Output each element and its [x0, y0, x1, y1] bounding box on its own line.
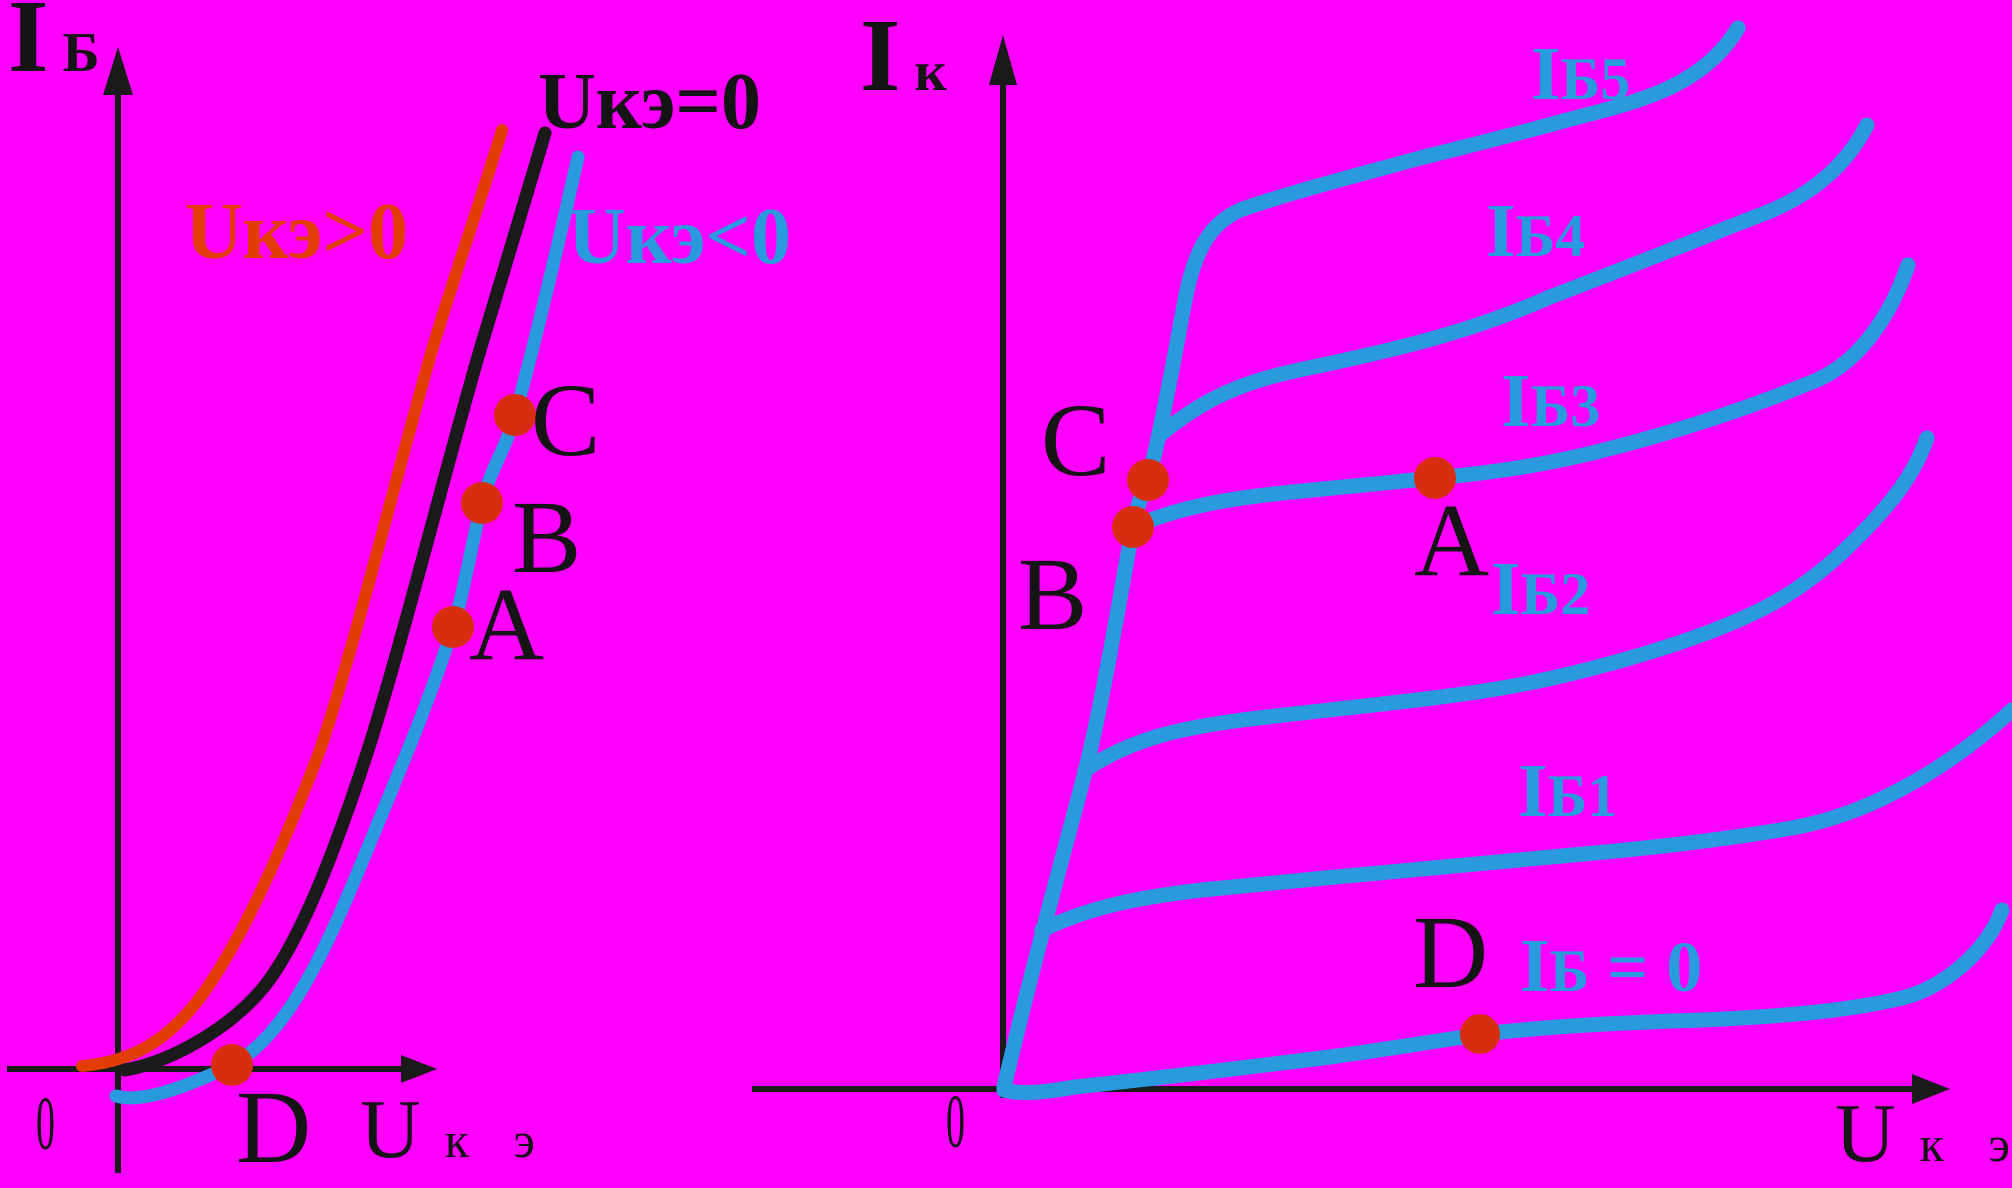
label-ib1: IБ1 — [1518, 753, 1617, 829]
label-ib0-main: I — [1520, 924, 1550, 1008]
right-y-axis-arrow-icon — [989, 35, 1017, 85]
label-ib2-main: I — [1491, 547, 1521, 631]
point-label-a-right: A — [1414, 483, 1490, 598]
curve-ib3 — [1125, 257, 1916, 535]
label-ib2: IБ2 — [1491, 551, 1590, 627]
curve-ib0 — [996, 902, 2010, 1101]
left-x-axis-label-main: U — [360, 1083, 421, 1176]
right-output-characteristics-plot — [752, 20, 2012, 1104]
label-ib3: IБ3 — [1501, 363, 1600, 439]
label-uke-lt0: Uкэ<0 — [568, 193, 791, 281]
label-ib4-main: I — [1486, 189, 1516, 273]
point-marker-a-left — [432, 606, 474, 648]
point-marker-d-left — [211, 1044, 253, 1086]
right-y-axis-label-main: I — [860, 0, 901, 113]
label-ib3-sub: Б3 — [1530, 373, 1601, 439]
point-marker-a-right — [1414, 457, 1456, 499]
label-ib2-sub: Б2 — [1520, 561, 1591, 627]
point-marker-b-left — [461, 482, 503, 524]
right-origin-label: 0 — [946, 1080, 965, 1164]
label-ib3-main: I — [1501, 359, 1531, 443]
left-x-axis-label-sub: к э — [444, 1112, 551, 1168]
right-y-axis-label-sub: к — [914, 41, 947, 103]
curve-uke-eq0 — [118, 126, 552, 1077]
label-ib4: IБ4 — [1486, 193, 1585, 269]
label-ib0-rest: = 0 — [1589, 927, 1703, 1007]
point-marker-c-right — [1127, 459, 1169, 501]
curve-ib2 — [1077, 430, 1935, 778]
label-uke-eq0: Uкэ=0 — [538, 58, 761, 146]
left-origin-label: 0 — [36, 1082, 55, 1166]
point-label-a-left: A — [469, 567, 545, 682]
left-input-characteristics-plot — [7, 47, 585, 1173]
point-label-b-left: B — [512, 480, 582, 595]
label-ib1-main: I — [1518, 749, 1548, 833]
label-ib4-sub: Б4 — [1515, 203, 1586, 269]
label-ib1-sub: Б1 — [1547, 763, 1618, 829]
left-y-axis-arrow-icon — [103, 47, 133, 95]
right-x-axis-label: Uк э — [1835, 1092, 2012, 1176]
point-marker-b-right — [1112, 506, 1154, 548]
curve-ib4 — [1152, 117, 1875, 443]
point-marker-d-right — [1460, 1014, 1500, 1054]
point-label-b-right: B — [1018, 537, 1088, 652]
right-x-axis-label-sub: к э — [1919, 1116, 2010, 1172]
point-label-c-left: C — [531, 363, 601, 478]
left-y-axis-label-sub: Б — [62, 22, 100, 84]
point-label-c-right: C — [1041, 383, 1111, 498]
label-ib5-main: I — [1531, 32, 1561, 116]
point-marker-c-left — [494, 394, 536, 436]
label-ib0-sub: Б — [1549, 938, 1590, 1004]
label-ib5-sub: Б5 — [1560, 46, 1631, 112]
label-uke-gt0: Uкэ>0 — [185, 188, 408, 276]
label-ib0: IБ = 0 — [1520, 928, 1702, 1004]
curve-ib5 — [996, 20, 1746, 1095]
left-y-axis-label-main: I — [8, 0, 49, 94]
point-label-d-left: D — [236, 1070, 312, 1185]
curve-ib1 — [1034, 702, 2012, 938]
right-x-axis-arrow-icon — [1912, 1074, 1950, 1104]
label-ib5: IБ5 — [1531, 36, 1630, 112]
curve-uke-gt0 — [76, 124, 508, 1072]
right-x-axis-label-main: U — [1835, 1087, 1896, 1180]
point-label-d-right: D — [1413, 895, 1489, 1010]
left-x-axis-arrow-icon — [401, 1055, 437, 1083]
